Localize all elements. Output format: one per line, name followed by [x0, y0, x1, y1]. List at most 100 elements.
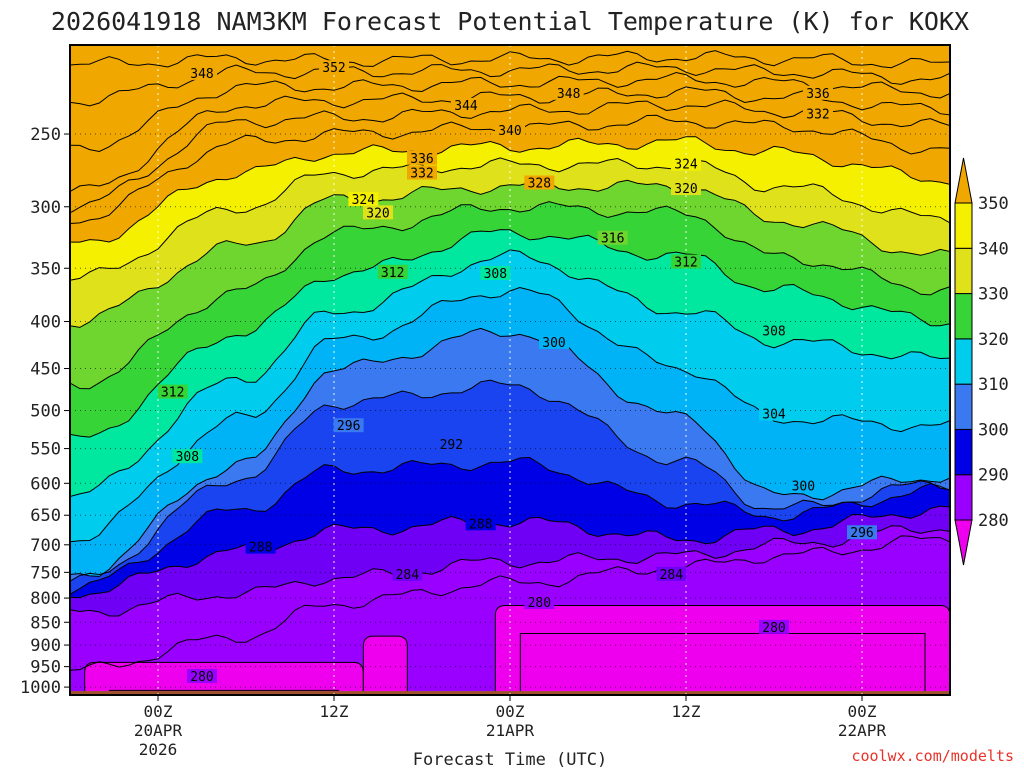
contour-label-288: 288 [249, 541, 272, 556]
warm-pockets [84, 604, 950, 694]
colorbar-segment [954, 293, 973, 340]
x-tick-label: 20APR [134, 721, 183, 740]
contour-label-bg [539, 334, 569, 349]
colorbar-label: 280 [978, 511, 1009, 531]
colorbar-segment [954, 247, 973, 295]
x-tick-label: 00Z [496, 702, 525, 721]
contour-label-bg [436, 436, 467, 451]
contour-label-bg [553, 85, 584, 100]
contour-label-288: 288 [469, 517, 492, 532]
contour-label-280: 280 [528, 596, 551, 611]
y-tick-label: 250 [30, 125, 61, 145]
warm-pocket-1 [84, 661, 364, 694]
colorbar-segment [954, 428, 973, 476]
contour-label-300: 300 [542, 336, 565, 351]
contour-320 [70, 179, 950, 328]
y-tick-label: 500 [30, 402, 61, 422]
warm-pocket-inner-contour [519, 632, 926, 694]
contour-label-348: 348 [557, 87, 580, 102]
y-tick-label: 350 [30, 259, 61, 279]
contour-352 [70, 50, 950, 69]
contour-label-bg [671, 254, 701, 269]
y-tick-label: 550 [30, 440, 61, 460]
colorbar-segment [954, 338, 973, 385]
colorbar-label: 300 [978, 420, 1009, 440]
contour-label-320: 320 [366, 206, 389, 221]
contour-label-292: 292 [440, 438, 463, 453]
contour-label-308: 308 [176, 450, 199, 465]
contour-label-bg [759, 619, 789, 634]
contour-label-344: 344 [454, 99, 478, 114]
contour-label-324: 324 [674, 158, 698, 173]
contour-label-bg [187, 668, 217, 683]
contour-label-280: 280 [762, 621, 785, 636]
warm-pocket-3 [494, 604, 950, 694]
x-tick-label: 00Z [848, 702, 877, 721]
contour-label-bg [671, 156, 701, 171]
contour-label-bg [480, 265, 511, 280]
chart-title: 2026041918 NAM3KM Forecast Potential Tem… [51, 7, 969, 36]
contour-label-bg [465, 516, 496, 531]
x-axis-label: Forecast Time (UTC) [413, 750, 607, 768]
contour-label-320: 320 [674, 182, 697, 197]
y-tick-label: 450 [30, 360, 61, 380]
contour-label-bg [187, 65, 217, 80]
contour-label-bg [524, 175, 555, 190]
contour-labels: 3523483483443403363323363323283243203243… [157, 60, 877, 685]
y-tick-label: 850 [30, 613, 61, 633]
y-tick-label: 950 [30, 658, 61, 678]
contour-316 [70, 201, 950, 390]
band-352 [70, 45, 950, 68]
x-tick-label: 12Z [320, 702, 349, 721]
contour-label-312: 312 [381, 266, 404, 281]
colorbar-min-arrow [954, 519, 973, 566]
contour-label-bg [656, 566, 687, 581]
x-tick-label: 22APR [838, 721, 887, 740]
contour-label-bg [363, 205, 393, 220]
contour-label-bg [172, 449, 203, 464]
y-tick-label: 800 [30, 589, 61, 609]
contour-label-336: 336 [410, 152, 433, 167]
x-tick-label: 21APR [486, 721, 535, 740]
contour-label-304: 304 [762, 408, 786, 423]
contour-label-bg [803, 85, 833, 100]
contour-304 [70, 286, 950, 543]
contour-328 [70, 136, 950, 243]
contour-label-308: 308 [762, 324, 785, 339]
contour-324 [70, 157, 950, 281]
y-tick-label: 400 [30, 313, 61, 333]
contour-label-bg [348, 192, 379, 207]
credit-text: coolwx.com/modelts [851, 747, 1014, 765]
contour-label-296: 296 [850, 526, 873, 541]
contour-label-bg [788, 478, 819, 493]
contour-label-bg [407, 150, 437, 165]
colorbar-segment [954, 383, 973, 430]
contour-label-348: 348 [190, 67, 213, 82]
contour-label-bg [451, 97, 481, 112]
contour-label-bg [847, 525, 877, 540]
y-axis: 250 300 350 400 450 500 550 600 650 700 750 800 850 9… [20, 125, 70, 698]
contour-label-296: 296 [337, 419, 360, 434]
contour-label-bg [759, 323, 789, 338]
contour-label-bg [803, 106, 833, 121]
contour-312 [70, 229, 950, 438]
contour-label-bg [407, 165, 437, 180]
contour-label-bg [157, 384, 188, 399]
y-tick-label: 1000 [20, 678, 61, 698]
y-tick-label: 900 [30, 636, 61, 656]
contour-label-284: 284 [396, 568, 420, 583]
contour-label-bg [671, 181, 701, 196]
x-tick-label: 2026 [139, 740, 178, 759]
contour-296 [70, 379, 950, 582]
y-tick-label: 600 [30, 474, 61, 494]
contour-288 [70, 505, 950, 599]
contour-label-328: 328 [528, 176, 551, 191]
y-tick-label: 650 [30, 506, 61, 526]
contour-300 [70, 327, 950, 577]
warm-pocket-2 [362, 635, 408, 694]
contour-label-352: 352 [322, 61, 345, 76]
colorbar: 280 290 300 310 320 330 340 350 [954, 157, 1009, 566]
contour-label-340: 340 [498, 124, 521, 139]
